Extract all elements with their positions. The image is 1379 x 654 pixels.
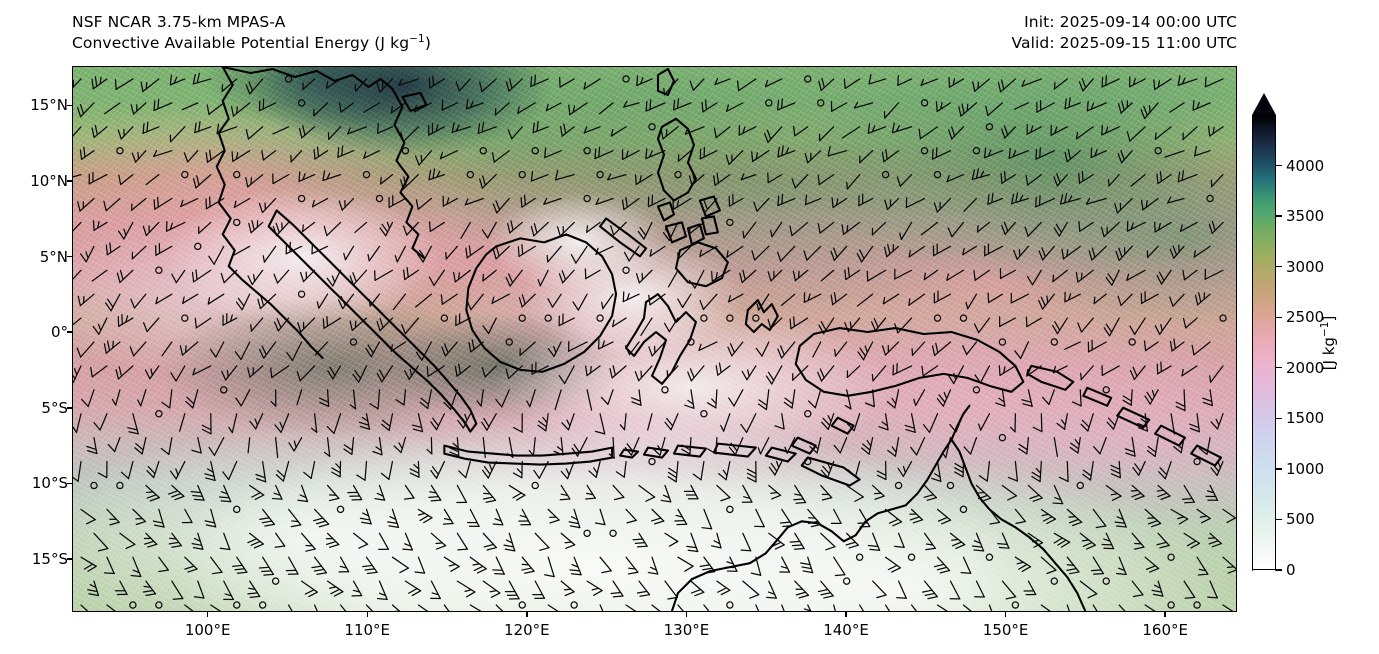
y-axis-tick-label: 0° — [50, 323, 68, 342]
y-axis-tick-label: 10°S — [31, 474, 68, 493]
y-axis-tick-label: 15°S — [31, 550, 68, 569]
colorbar[interactable]: 0 500 1000 1500 2000 2500 3000 3500 4000 — [1252, 93, 1324, 592]
y-axis-tick-mark — [67, 180, 72, 182]
colorbar-tick-label: 3500 — [1286, 207, 1325, 226]
colorbar-tick-mark — [1276, 417, 1282, 420]
x-axis-tick-mark — [206, 612, 209, 617]
y-axis-tick-mark — [67, 104, 72, 106]
y-axis-tick-mark — [67, 482, 72, 485]
colorbar-tick-mark — [1276, 518, 1282, 521]
x-axis-tick-label: 130°E — [663, 621, 710, 639]
x-axis-tick-mark — [685, 612, 688, 617]
colorbar-unit-exponent: −1 — [1319, 321, 1331, 338]
figure-title-right: Init: 2025-09-14 00:00 UTC Valid: 2025-0… — [1011, 12, 1237, 54]
y-axis-tick-label: 5°S — [41, 398, 68, 417]
y-axis-tick-mark — [67, 255, 72, 258]
colorbar-tick-label: 1000 — [1286, 459, 1325, 478]
x-axis-tick-label: 140°E — [823, 621, 869, 639]
x-axis-tick-mark — [1164, 612, 1166, 617]
y-axis-tick-label: 5°N — [39, 247, 68, 266]
colorbar-unit-prefix: [J kg — [1320, 337, 1338, 371]
colorbar-tick-label: 2500 — [1286, 308, 1325, 327]
colorbar-tick-mark — [1276, 367, 1282, 369]
colorbar-extend-max — [1252, 93, 1276, 115]
colorbar-tick-label: 500 — [1286, 510, 1315, 529]
figure-title-left: NSF NCAR 3.75-km MPAS-A Convective Avail… — [72, 12, 431, 54]
map-plot-area[interactable] — [72, 66, 1237, 612]
x-axis-tick-mark — [366, 612, 368, 617]
x-axis-tick-mark — [1004, 612, 1007, 617]
field-title: Convective Available Potential Energy (J… — [72, 33, 431, 54]
colorbar-unit-label: [J kg−1] — [1319, 315, 1338, 371]
colorbar-tick-mark — [1276, 569, 1282, 571]
x-axis-tick-label: 160°E — [1142, 621, 1188, 639]
y-axis-tick-mark — [67, 558, 72, 560]
init-time-label: Init: 2025-09-14 00:00 UTC — [1024, 13, 1237, 31]
colorbar-tick-label: 4000 — [1286, 156, 1325, 175]
colorbar-extend-min — [1252, 570, 1276, 592]
colorbar-tick-mark — [1276, 468, 1282, 470]
x-axis-tick-mark — [526, 612, 528, 617]
colorbar-tick-label: 1500 — [1286, 409, 1325, 428]
y-axis-tick-label: 10°N — [30, 171, 68, 190]
model-title: NSF NCAR 3.75-km MPAS-A — [72, 13, 286, 31]
y-axis-tick-mark — [67, 331, 72, 333]
colorbar-tick-mark — [1276, 265, 1282, 268]
x-axis-tick-mark — [845, 612, 847, 617]
colorbar-tick-label: 2000 — [1286, 358, 1325, 377]
cape-field-texture — [73, 67, 1236, 611]
x-axis-tick-label: 150°E — [982, 621, 1029, 639]
colorbar-tick-mark — [1276, 215, 1282, 217]
valid-time-label: Valid: 2025-09-15 11:00 UTC — [1011, 34, 1237, 52]
y-axis-tick-label: 15°N — [30, 96, 68, 115]
x-axis-tick-label: 100°E — [184, 621, 231, 639]
field-title-exponent: −1 — [409, 32, 425, 45]
colorbar-gradient — [1252, 115, 1276, 570]
colorbar-tick-label: 3000 — [1286, 257, 1325, 276]
colorbar-tick-mark — [1276, 316, 1282, 318]
colorbar-tick-mark — [1276, 164, 1282, 167]
field-title-suffix: ) — [424, 34, 431, 52]
x-axis-tick-label: 120°E — [504, 621, 550, 639]
y-axis-tick-mark — [67, 407, 72, 409]
colorbar-tick-label: 0 — [1286, 561, 1296, 579]
colorbar-unit-suffix: ] — [1320, 315, 1338, 322]
x-axis-tick-label: 110°E — [344, 621, 391, 639]
field-title-text: Convective Available Potential Energy (J… — [72, 34, 410, 52]
